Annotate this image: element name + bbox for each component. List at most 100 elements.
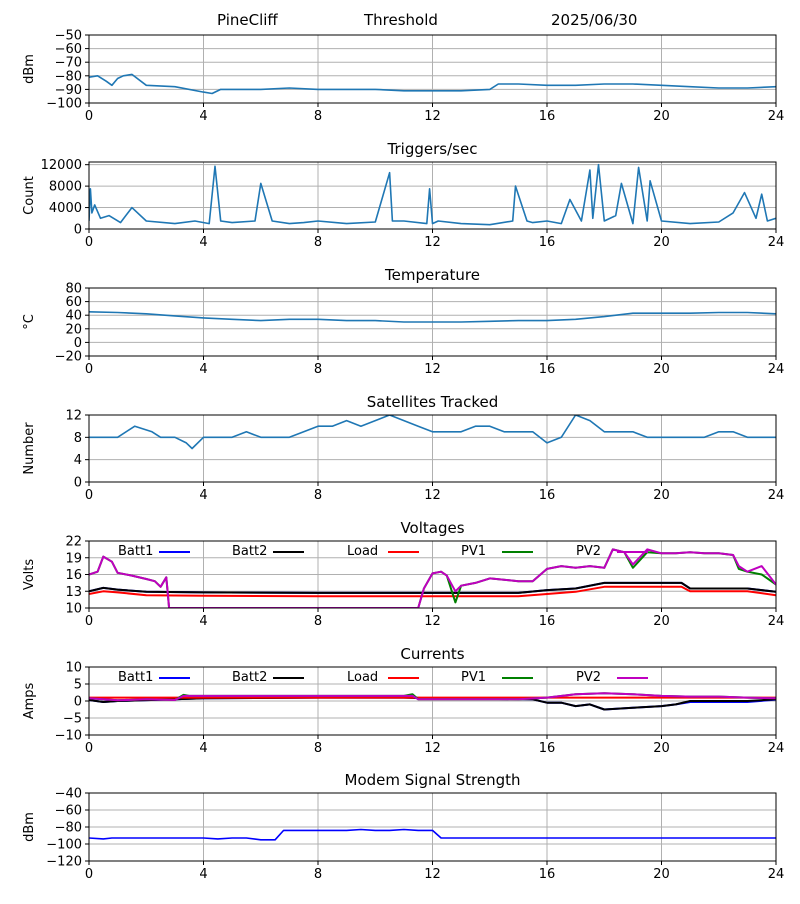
- x-tick-label: 0: [85, 614, 93, 629]
- x-tick-label: 12: [424, 488, 441, 503]
- legend-label-pv1: PV1: [461, 544, 486, 559]
- y-tick-label: −80: [55, 69, 82, 84]
- x-tick-label: 4: [199, 614, 207, 629]
- x-tick-label: 0: [85, 741, 93, 756]
- y-tick-label: −60: [55, 42, 82, 57]
- y-tick-label: 60: [65, 295, 82, 310]
- legend-label-batt1: Batt1: [118, 544, 153, 559]
- y-tick-label: 5: [74, 678, 82, 693]
- y-axis-label: Volts: [22, 559, 37, 591]
- x-tick-label: 12: [424, 109, 441, 124]
- y-tick-label: −10: [55, 729, 82, 744]
- y-tick-label: 12: [65, 409, 82, 424]
- trigger-mode: Threshold: [364, 11, 438, 29]
- y-tick-label: −70: [55, 56, 82, 71]
- y-tick-label: 22: [65, 535, 82, 550]
- y-tick-label: 0: [74, 223, 82, 238]
- x-tick-label: 4: [199, 362, 207, 377]
- legend-label-batt2: Batt2: [232, 544, 267, 559]
- series-line-0: [89, 415, 776, 450]
- report-date: 2025/06/30: [551, 11, 638, 29]
- chart-6: 0 4 8 12 16 20 24 −120 −100 −80 −60 −40 Modem Signal…: [22, 771, 784, 882]
- y-tick-label: 10: [65, 661, 82, 676]
- x-tick-label: 16: [539, 488, 556, 503]
- y-tick-label: −50: [55, 29, 82, 44]
- chart-1: 0 4 8 12 16 20 24 0 4000 8000 12000 Triggers/sec Cou…: [22, 140, 784, 250]
- x-tick-label: 16: [539, 235, 556, 250]
- x-tick-label: 8: [314, 867, 322, 882]
- chart-title: Temperature: [384, 266, 480, 284]
- x-tick-label: 8: [314, 362, 322, 377]
- chart-title: Satellites Tracked: [367, 393, 498, 411]
- x-tick-label: 20: [653, 614, 670, 629]
- y-tick-label: 0: [74, 695, 82, 710]
- series-line-0: [89, 828, 776, 841]
- x-tick-label: 8: [314, 741, 322, 756]
- x-tick-label: 24: [768, 867, 785, 882]
- x-tick-label: 4: [199, 235, 207, 250]
- y-tick-label: 10: [65, 602, 82, 617]
- x-tick-label: 8: [314, 614, 322, 629]
- x-tick-label: 4: [199, 741, 207, 756]
- x-tick-label: 12: [424, 741, 441, 756]
- series-line-0: [89, 163, 776, 226]
- chart-title: Voltages: [400, 519, 464, 537]
- y-axis-label: dBm: [22, 54, 37, 84]
- x-tick-label: 0: [85, 362, 93, 377]
- series-line-pv2: [89, 692, 776, 702]
- legend-label-batt1: Batt1: [118, 670, 153, 685]
- y-tick-label: 13: [65, 585, 82, 600]
- y-tick-label: 40: [65, 309, 82, 324]
- x-tick-label: 0: [85, 488, 93, 503]
- x-tick-label: 20: [653, 362, 670, 377]
- y-tick-label: 8000: [49, 180, 82, 195]
- y-tick-label: 20: [65, 322, 82, 337]
- y-tick-label: −90: [55, 83, 82, 98]
- x-tick-label: 24: [768, 235, 785, 250]
- x-tick-label: 20: [653, 488, 670, 503]
- x-tick-label: 8: [314, 235, 322, 250]
- y-tick-label: 80: [65, 282, 82, 297]
- x-tick-label: 24: [768, 488, 785, 503]
- x-tick-label: 24: [768, 741, 785, 756]
- y-axis-label: dBm: [22, 812, 37, 842]
- y-tick-label: −100: [46, 838, 82, 853]
- x-tick-label: 12: [424, 235, 441, 250]
- legend-label-load: Load: [347, 670, 378, 685]
- y-axis-label: Number: [22, 422, 37, 475]
- x-tick-label: 24: [768, 614, 785, 629]
- series-line-batt2: [89, 581, 776, 594]
- chart-0: 0 4 8 12 16 20 24 −100−90−80−70−60−50 dBm: [22, 29, 784, 125]
- y-tick-label: 0: [74, 476, 82, 491]
- x-tick-label: 8: [314, 109, 322, 124]
- series-line-pv2: [89, 548, 776, 608]
- x-tick-label: 16: [539, 109, 556, 124]
- y-axis-label: Amps: [22, 682, 37, 719]
- legend-label-pv2: PV2: [576, 670, 601, 685]
- x-tick-label: 0: [85, 235, 93, 250]
- x-tick-label: 12: [424, 614, 441, 629]
- y-tick-label: −80: [55, 821, 82, 836]
- y-tick-label: 19: [65, 551, 82, 566]
- chart-3: 0 4 8 12 16 20 24 0 4 8 12 Satellites Tracked Number: [22, 393, 784, 503]
- x-tick-label: 24: [768, 109, 785, 124]
- y-tick-label: −40: [55, 787, 82, 802]
- y-tick-label: −20: [55, 350, 82, 365]
- chart-title: Modem Signal Strength: [345, 771, 521, 789]
- x-tick-label: 20: [653, 867, 670, 882]
- x-tick-label: 12: [424, 362, 441, 377]
- x-tick-label: 16: [539, 614, 556, 629]
- series-line-load: [89, 585, 776, 598]
- x-tick-label: 0: [85, 109, 93, 124]
- series-line-batt2: [89, 696, 776, 711]
- station-name: PineCliff: [217, 11, 278, 29]
- x-tick-label: 12: [424, 867, 441, 882]
- x-tick-label: 0: [85, 867, 93, 882]
- chart-title: Currents: [400, 645, 464, 663]
- x-tick-label: 16: [539, 867, 556, 882]
- x-tick-label: 4: [199, 867, 207, 882]
- chart-title: Triggers/sec: [387, 140, 478, 158]
